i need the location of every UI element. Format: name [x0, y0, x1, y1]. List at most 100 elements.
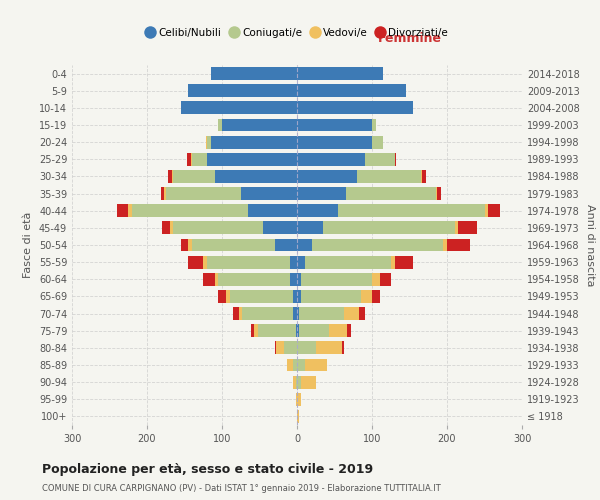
Bar — [188, 84, 297, 97]
Bar — [275, 342, 276, 354]
Bar — [422, 170, 426, 183]
Bar — [297, 376, 301, 388]
Bar — [395, 256, 413, 268]
Bar — [226, 290, 229, 303]
Text: COMUNE DI CURA CARPIGNANO (PV) - Dati ISTAT 1° gennaio 2019 - Elaborazione TUTTI: COMUNE DI CURA CARPIGNANO (PV) - Dati IS… — [42, 484, 441, 493]
Bar — [297, 84, 406, 97]
Bar — [297, 187, 346, 200]
Bar — [329, 324, 347, 337]
Bar — [215, 273, 218, 285]
Bar — [173, 222, 263, 234]
Bar — [191, 153, 192, 166]
Bar — [437, 187, 441, 200]
Bar — [297, 393, 301, 406]
Bar — [361, 290, 372, 303]
Bar — [248, 204, 297, 217]
Bar — [188, 256, 203, 268]
Bar — [254, 324, 258, 337]
Bar — [211, 67, 297, 80]
Bar — [312, 238, 443, 252]
Bar — [293, 358, 297, 372]
Bar — [207, 153, 297, 166]
Bar — [305, 358, 327, 372]
Bar — [297, 67, 383, 80]
Bar — [263, 222, 297, 234]
Bar — [395, 153, 396, 166]
Bar — [192, 153, 207, 166]
Bar — [301, 273, 372, 285]
Bar — [455, 222, 458, 234]
Bar — [343, 307, 359, 320]
Bar — [421, 170, 422, 183]
Bar — [192, 238, 275, 252]
Bar — [297, 273, 301, 285]
Bar — [372, 118, 376, 132]
Bar — [297, 307, 299, 320]
Bar — [297, 410, 299, 423]
Bar — [297, 102, 413, 114]
Bar — [296, 393, 297, 406]
Bar — [168, 170, 172, 183]
Bar — [287, 358, 293, 372]
Bar — [297, 118, 372, 132]
Bar — [359, 307, 365, 320]
Bar — [297, 290, 301, 303]
Bar — [241, 187, 297, 200]
Bar — [166, 187, 241, 200]
Bar — [297, 136, 372, 148]
Bar — [301, 290, 361, 303]
Bar — [338, 204, 485, 217]
Bar — [342, 342, 343, 354]
Bar — [297, 238, 312, 252]
Bar — [161, 187, 164, 200]
Bar — [218, 273, 290, 285]
Bar — [233, 307, 239, 320]
Bar — [215, 170, 297, 183]
Bar — [239, 307, 242, 320]
Bar — [222, 118, 297, 132]
Bar — [207, 136, 211, 148]
Bar — [297, 358, 305, 372]
Bar — [290, 273, 297, 285]
Bar — [218, 290, 226, 303]
Bar — [205, 136, 207, 148]
Bar — [365, 153, 395, 166]
Bar — [258, 324, 296, 337]
Bar — [296, 376, 297, 388]
Bar — [172, 170, 173, 183]
Bar — [443, 238, 447, 252]
Bar — [346, 187, 436, 200]
Text: Popolazione per età, sesso e stato civile - 2019: Popolazione per età, sesso e stato civil… — [42, 462, 373, 475]
Bar — [316, 342, 342, 354]
Bar — [164, 187, 166, 200]
Bar — [305, 256, 391, 268]
Bar — [372, 273, 380, 285]
Bar — [297, 324, 299, 337]
Bar — [297, 204, 338, 217]
Bar — [391, 256, 395, 268]
Bar — [251, 324, 254, 337]
Bar — [242, 307, 293, 320]
Bar — [293, 290, 297, 303]
Bar — [170, 222, 173, 234]
Bar — [297, 222, 323, 234]
Bar — [275, 238, 297, 252]
Bar — [301, 376, 316, 388]
Bar — [297, 342, 316, 354]
Bar — [296, 324, 297, 337]
Bar — [297, 256, 305, 268]
Bar — [132, 204, 248, 217]
Bar — [323, 222, 455, 234]
Y-axis label: Fasce di età: Fasce di età — [23, 212, 33, 278]
Text: Femmine: Femmine — [377, 32, 442, 45]
Bar — [203, 256, 207, 268]
Bar — [297, 170, 357, 183]
Bar — [211, 136, 297, 148]
Bar — [293, 307, 297, 320]
Bar — [357, 170, 421, 183]
Bar — [485, 204, 488, 217]
Bar — [299, 324, 329, 337]
Bar — [218, 118, 222, 132]
Bar — [188, 238, 192, 252]
Bar — [372, 290, 380, 303]
